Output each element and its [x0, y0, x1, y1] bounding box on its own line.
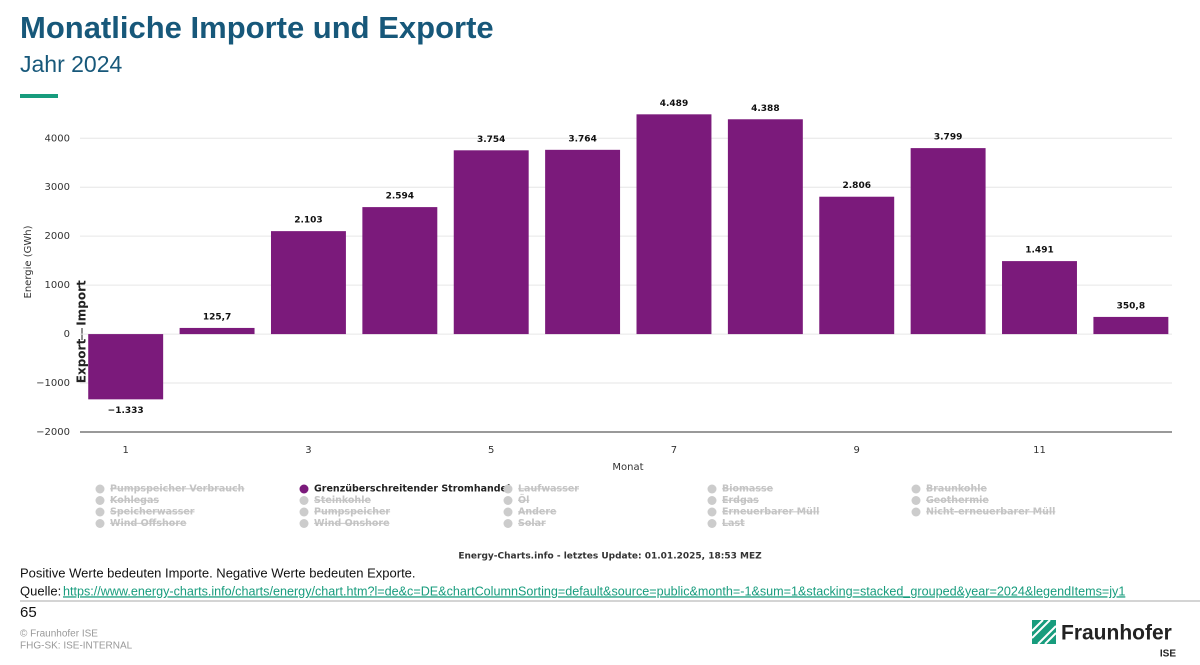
legend-label[interactable]: Laufwasser: [518, 484, 579, 495]
x-tick-label: 11: [1033, 445, 1046, 456]
logo-name: Fraunhofer: [1061, 622, 1172, 645]
legend-label[interactable]: Erneuerbarer Müll: [722, 507, 819, 518]
source-link[interactable]: https://www.energy-charts.info/charts/en…: [63, 584, 1125, 598]
value-label: 125,7: [203, 312, 231, 322]
classification: FHG-SK: ISE-INTERNAL: [20, 641, 133, 652]
value-label: 1.491: [1025, 246, 1053, 256]
legend-marker: [503, 507, 513, 517]
value-label: 4.388: [751, 104, 779, 114]
source-label: Quelle:: [20, 583, 61, 598]
slide-subtitle: Jahr 2024: [20, 51, 123, 77]
value-label: 350,8: [1117, 301, 1145, 311]
export-label: Export: [75, 339, 89, 384]
value-label: 3.764: [568, 134, 596, 144]
logo-icon: [1032, 620, 1056, 644]
y-tick-label: −2000: [36, 427, 70, 438]
value-label: 3.754: [477, 135, 505, 145]
bar: [727, 119, 803, 335]
bar: [910, 148, 986, 335]
bar: [270, 231, 346, 335]
legend-marker: [95, 519, 105, 528]
value-label: −1.333: [108, 406, 144, 416]
note: Positive Werte bedeuten Importe. Negativ…: [20, 565, 416, 580]
y-tick-label: 1000: [45, 280, 70, 291]
y-tick-label: 2000: [45, 231, 70, 242]
bar: [179, 327, 255, 335]
y-axis-label: Energie (GWh): [23, 225, 34, 298]
bar: [1002, 261, 1077, 335]
value-label: 2.103: [294, 216, 322, 226]
legend-marker: [299, 519, 309, 528]
legend-marker: [95, 507, 105, 517]
x-axis-label: Monat: [612, 462, 643, 473]
legend-label[interactable]: Wind Offshore: [110, 518, 186, 529]
value-label: 2.594: [386, 192, 414, 202]
legend-label[interactable]: Speicherwasser: [110, 507, 195, 518]
legend-label[interactable]: Biomasse: [722, 484, 773, 495]
legend-marker: [707, 496, 717, 505]
legend-label[interactable]: Öl: [518, 495, 529, 506]
value-label: 2.806: [843, 181, 871, 191]
legend-label[interactable]: Geothermie: [926, 495, 989, 506]
bar: [545, 149, 621, 335]
legend-label[interactable]: Braunkohle: [926, 484, 987, 495]
copyright: © Fraunhofer ISE: [20, 629, 98, 640]
value-label: 4.489: [660, 99, 688, 109]
legend-marker: [299, 484, 309, 494]
legend-label[interactable]: Erdgas: [722, 495, 759, 506]
page-number: 65: [20, 604, 37, 621]
legend-label[interactable]: Grenzüberschreitender Stromhandel: [314, 484, 510, 495]
legend-marker: [707, 484, 717, 494]
bar: [362, 207, 438, 335]
legend-label[interactable]: Solar: [518, 518, 546, 529]
bar: [819, 196, 895, 335]
legend-label[interactable]: Nicht-erneuerbarer Müll: [926, 507, 1055, 518]
legend-label[interactable]: Steinkohle: [314, 495, 371, 506]
legend-marker: [95, 484, 105, 494]
x-tick-label: 5: [488, 445, 494, 456]
legend-marker: [707, 507, 717, 517]
legend-label[interactable]: Andere: [518, 507, 557, 518]
x-tick-label: 7: [671, 445, 677, 456]
slide-title: Monatliche Importe und Exporte: [20, 10, 494, 45]
accent-bar: [20, 94, 58, 98]
y-tick-label: 0: [64, 329, 70, 340]
credit: Energy-Charts.info - letztes Update: 01.…: [458, 552, 762, 562]
legend-marker: [911, 484, 921, 494]
legend-marker: [503, 496, 513, 505]
legend-label[interactable]: Last: [722, 518, 745, 529]
y-tick-label: 3000: [45, 182, 70, 193]
bar: [1093, 316, 1169, 335]
legend-label[interactable]: Pumpspeicher: [314, 507, 390, 518]
x-tick-label: 3: [305, 445, 311, 456]
legend-marker: [707, 519, 717, 528]
logo-unit: ISE: [1160, 649, 1176, 660]
logo: Fraunhofer ISE: [1031, 619, 1176, 660]
bar: [88, 334, 164, 400]
x-tick-label: 1: [123, 445, 129, 456]
value-label: 3.799: [934, 133, 962, 143]
legend-label[interactable]: Wind Onshore: [314, 518, 390, 529]
legend-label[interactable]: Pumpspeicher Verbrauch: [110, 484, 245, 495]
legend-marker: [503, 484, 513, 494]
y-tick-label: −1000: [36, 378, 70, 389]
legend-marker: [95, 496, 105, 505]
legend-marker: [911, 496, 921, 505]
bar: [636, 114, 712, 335]
bar: [453, 150, 529, 335]
legend-marker: [299, 507, 309, 517]
legend-marker: [503, 519, 513, 528]
y-tick-label: 4000: [45, 133, 70, 144]
legend-marker: [299, 496, 309, 505]
import-label: Import: [75, 280, 89, 326]
x-tick-label: 9: [854, 445, 860, 456]
legend-label[interactable]: Kohlegas: [110, 495, 159, 506]
logo-stripes: [1031, 619, 1057, 645]
legend-marker: [911, 507, 921, 517]
